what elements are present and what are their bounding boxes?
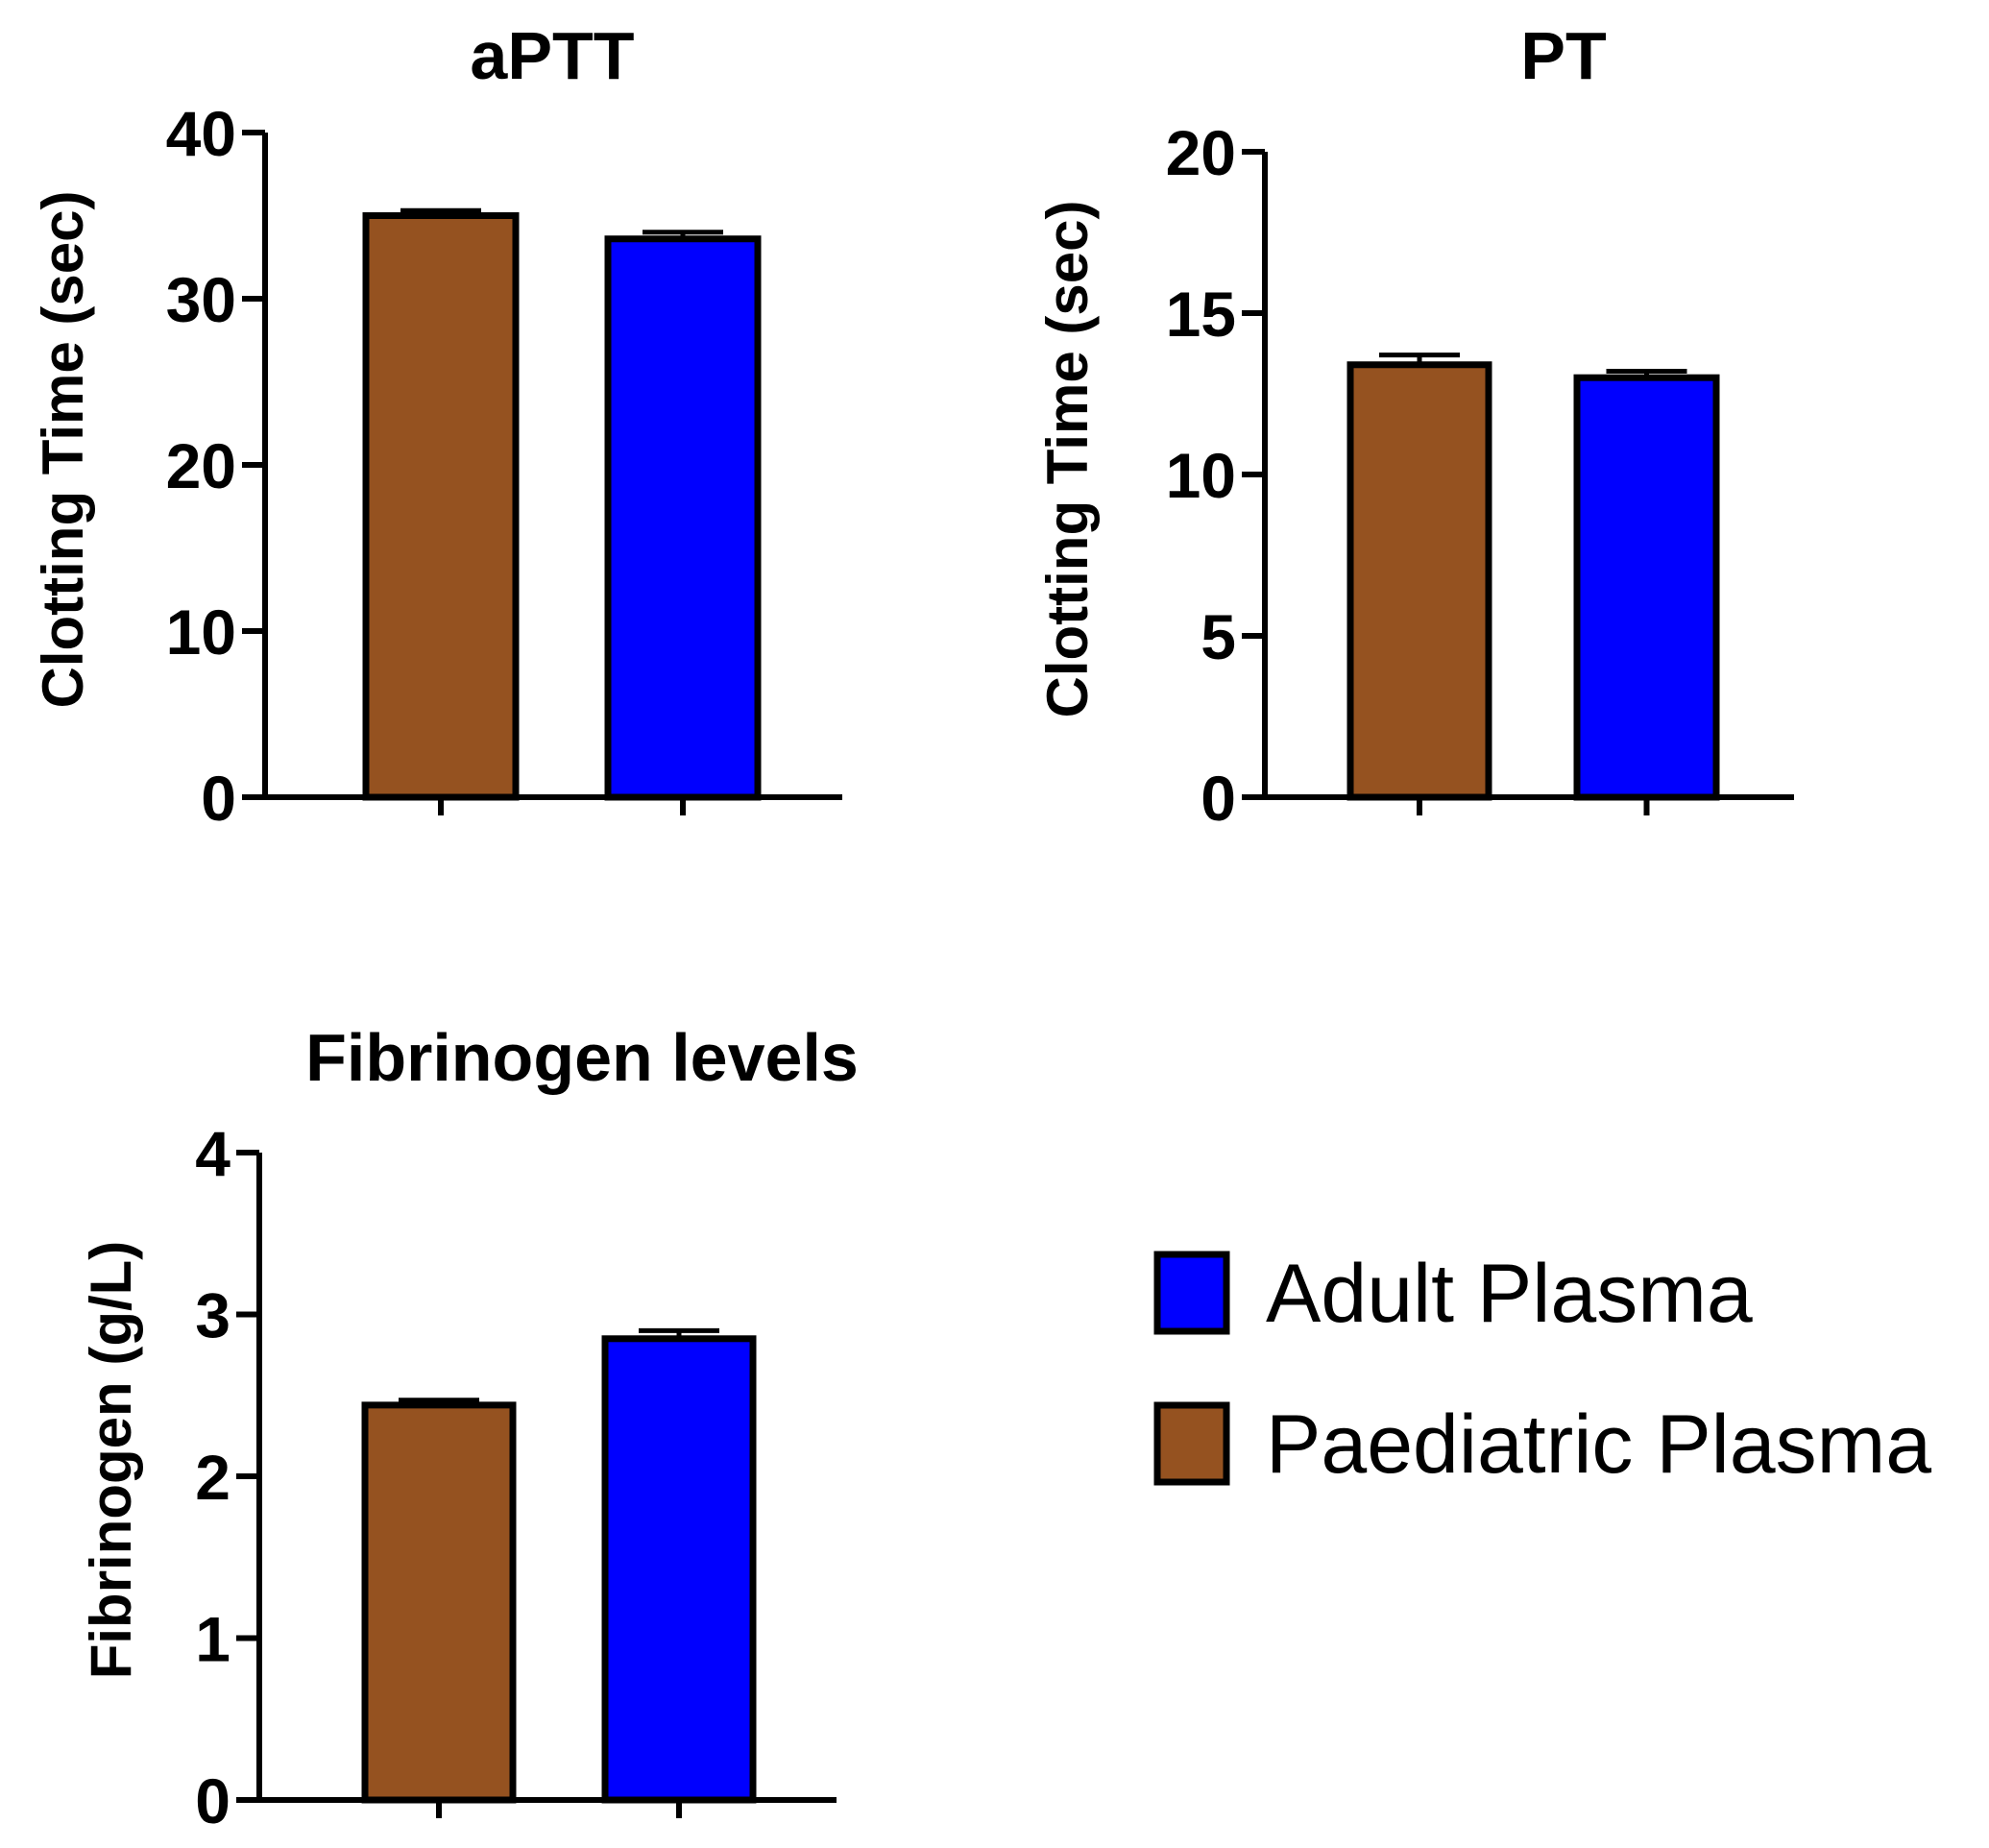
legend-swatch-paediatric-plasma (1153, 1401, 1230, 1486)
legend-label-paediatric-plasma: Paediatric Plasma (1266, 1398, 1931, 1491)
chart2-bar-adult (601, 1335, 757, 1804)
chart2-y-tick-label: 1 (195, 1604, 230, 1675)
chart1-y-tick-label: 20 (1166, 117, 1236, 188)
chart0-y-tick-label: 40 (166, 98, 236, 169)
chart0-bar-paediatric (362, 212, 520, 801)
legend-label-adult-plasma: Adult Plasma (1266, 1248, 1753, 1340)
chart1-y-tick-label: 15 (1166, 279, 1236, 350)
legend-swatch-adult-plasma (1153, 1251, 1230, 1335)
chart1-y-tick-label: 5 (1201, 601, 1236, 672)
chart0-bar-adult (604, 235, 762, 801)
chart1-y-tick-label: 10 (1166, 440, 1236, 511)
chart1-bar-adult (1573, 374, 1720, 801)
chart0-y-tick-label: 30 (166, 264, 236, 335)
chart0-y-tick-label: 0 (201, 763, 236, 834)
chart2-y-tick-label: 2 (195, 1442, 230, 1513)
chart1-y-tick-label: 0 (1201, 763, 1236, 834)
chart2-y-axis-label: Fibrinogen (g/L) (79, 1241, 143, 1680)
chart0-y-axis-label: Clotting Time (sec) (31, 191, 95, 709)
chart2-y-tick-label: 0 (195, 1765, 230, 1836)
chart0-y-tick-label: 20 (166, 430, 236, 501)
chart2-title: Fibrinogen levels (305, 1020, 859, 1095)
chart0-title: aPTT (470, 18, 634, 93)
chart1-bar-paediatric (1346, 361, 1492, 801)
chart2-bar-paediatric (361, 1401, 517, 1804)
chart0-y-tick-label: 10 (166, 596, 236, 668)
chart1-y-axis-label: Clotting Time (sec) (1035, 201, 1100, 718)
chart1-title: PT (1520, 18, 1606, 93)
chart2-y-tick-label: 3 (195, 1280, 230, 1351)
chart2-y-tick-label: 4 (195, 1118, 230, 1189)
